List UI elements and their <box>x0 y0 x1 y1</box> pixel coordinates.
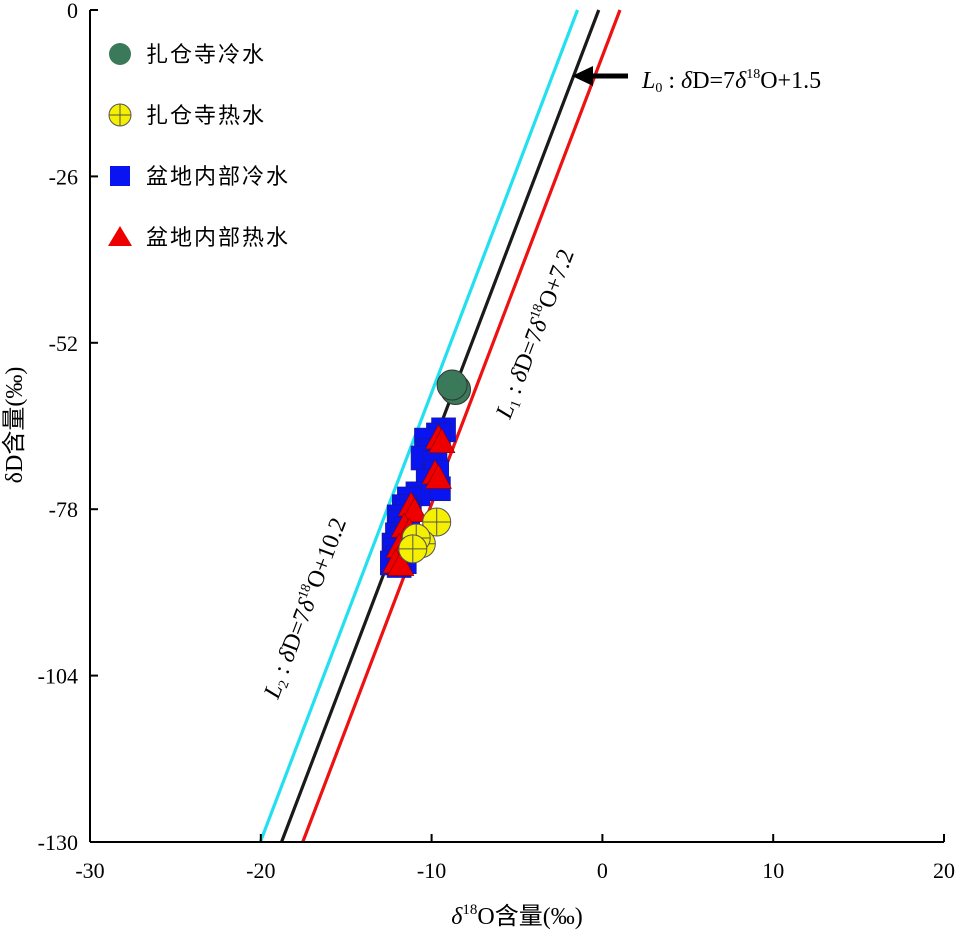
legend-item-1: 扎仓寺热水 <box>108 103 266 129</box>
legend-item-2: 盆地内部冷水 <box>110 165 290 190</box>
line-l1 <box>301 9 622 843</box>
y-tick-label-4: -104 <box>38 664 78 689</box>
y-tick-label-5: -130 <box>38 830 78 855</box>
legend-label-1: 扎仓寺热水 <box>146 104 266 129</box>
line-l2 <box>258 9 580 843</box>
l0-arrow <box>572 66 628 86</box>
axis-ticks: -30 -20 -10 0 10 20 0 -26 -52 -78 -104 -130 <box>38 0 955 883</box>
point-s3-3 <box>424 463 452 489</box>
y-tick-label-0: 0 <box>67 0 78 23</box>
x-tick-label-0: -30 <box>75 858 104 883</box>
label-l2: L2 : δD=7δ18O+10.2 <box>258 514 354 704</box>
point-s1-0 <box>422 507 452 537</box>
point-s1-3 <box>398 534 428 564</box>
x-axis-title: δ18O含量(‰) <box>451 902 582 930</box>
x-tick-label-1: -20 <box>246 858 275 883</box>
legend-item-0: 扎仓寺冷水 <box>109 43 266 68</box>
x-tick-label-4: 10 <box>762 858 784 883</box>
x-tick-label-2: -10 <box>417 858 446 883</box>
y-tick-label-3: -78 <box>49 497 78 522</box>
point-s3-5 <box>401 497 429 523</box>
label-l0: L0 : δD=7δ18O+1.5 <box>641 67 821 96</box>
legend-label-0: 扎仓寺冷水 <box>146 43 266 68</box>
y-tick-label-1: -26 <box>49 164 78 189</box>
legend-item-3: 盆地内部热水 <box>108 226 290 251</box>
point-s0-1 <box>436 369 468 401</box>
point-s3-11 <box>387 550 415 576</box>
label-l1: L1 : δD=7δ18O+7.2 <box>490 245 582 424</box>
y-axis-title: δD含量(‰) <box>1 367 28 484</box>
x-tick-label-3: 0 <box>597 858 608 883</box>
legend-label-2: 盆地内部冷水 <box>146 165 290 190</box>
data-points <box>380 369 472 578</box>
point-s3-1 <box>428 428 456 453</box>
legend-label-3: 盆地内部热水 <box>146 226 290 251</box>
y-tick-label-2: -52 <box>49 331 78 356</box>
x-tick-label-5: 20 <box>933 858 955 883</box>
